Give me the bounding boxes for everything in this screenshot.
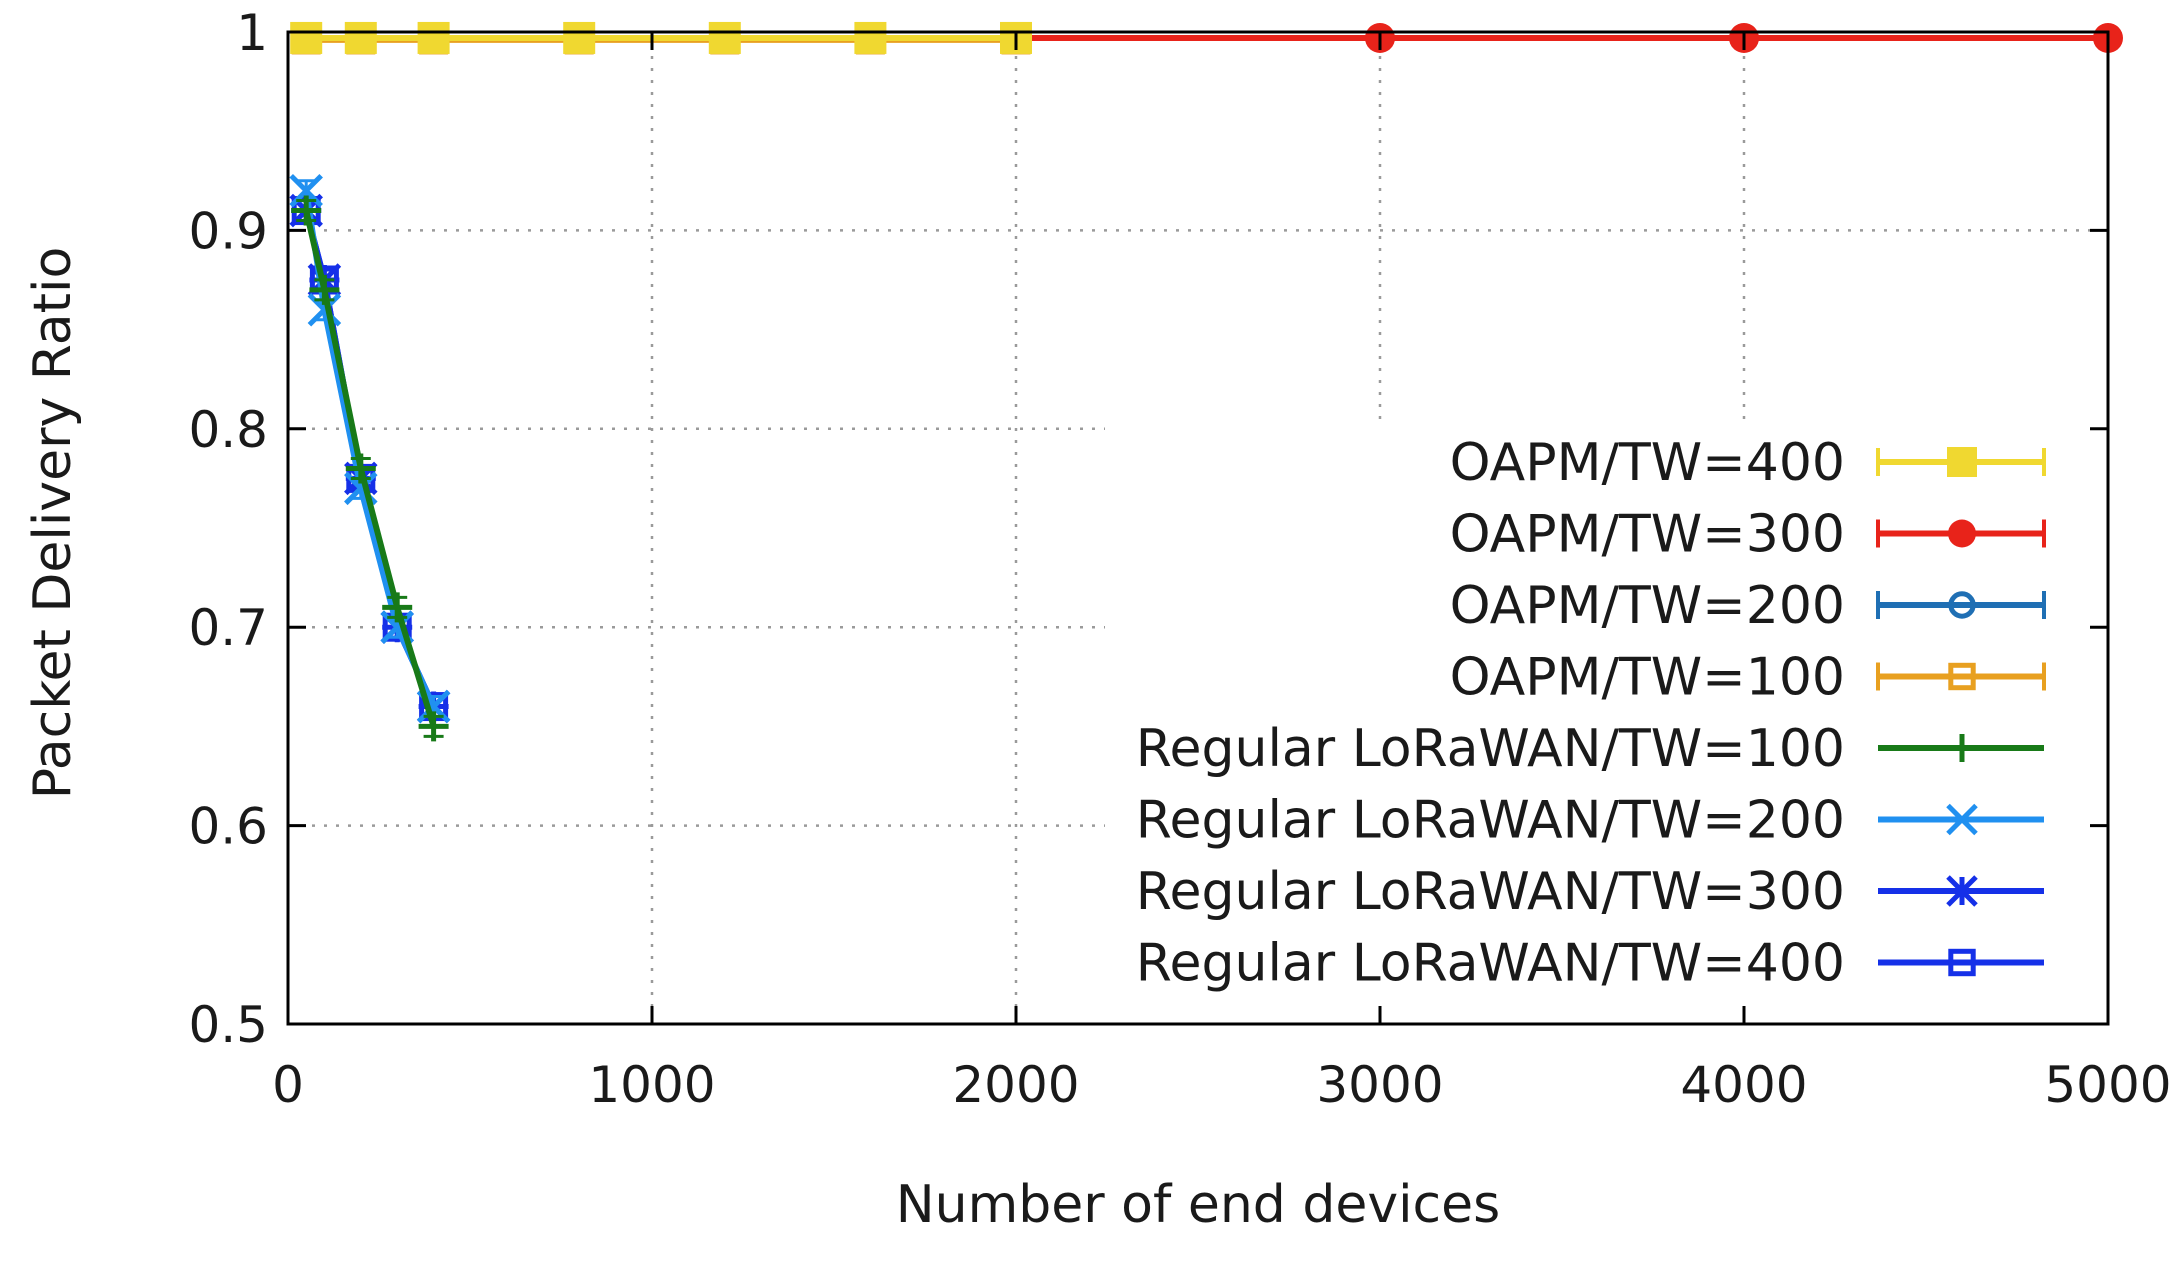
legend-errorbar bbox=[1876, 519, 2046, 548]
x-axis-label: Number of end devices bbox=[896, 1175, 1500, 1235]
data-point bbox=[417, 21, 450, 54]
y-tick-label: 0.7 bbox=[188, 599, 268, 657]
tick-labels: 0.5 0.6 0.7 0.8 0.9 1 0 1000 2000 3000 4000 5000 bbox=[188, 4, 2171, 1114]
legend-marker bbox=[1946, 803, 1978, 836]
legend-label: OAPM/TW=300 bbox=[1450, 505, 1845, 565]
legend-entry: OAPM/TW=100 bbox=[1450, 648, 2046, 708]
legend-label: Regular LoRaWAN/TW=400 bbox=[1136, 934, 1845, 994]
legend-marker bbox=[1948, 734, 1976, 762]
data-point bbox=[290, 21, 323, 54]
legend-entry: Regular LoRaWAN/TW=100 bbox=[1136, 719, 2044, 779]
legend-entry: OAPM/TW=300 bbox=[1450, 505, 2046, 565]
legend-errorbar bbox=[1876, 591, 2046, 619]
data-point bbox=[418, 711, 449, 742]
data-point bbox=[382, 592, 413, 623]
x-tick-label: 1000 bbox=[588, 1056, 715, 1114]
plot-frame bbox=[286, 30, 2110, 1026]
data-point bbox=[708, 21, 741, 54]
legend-entry: Regular LoRaWAN/TW=200 bbox=[1136, 791, 2044, 851]
legend-label: Regular LoRaWAN/TW=100 bbox=[1136, 719, 1845, 779]
series-1 bbox=[290, 21, 1032, 54]
series-5 bbox=[291, 195, 449, 742]
legend-marker bbox=[1948, 519, 1976, 548]
grid-lines bbox=[288, 32, 2108, 1024]
legend-marker bbox=[1947, 447, 1977, 477]
legend-errorbar bbox=[1876, 662, 2046, 691]
data-point bbox=[345, 453, 376, 484]
x-tick-label: 4000 bbox=[1680, 1056, 1807, 1114]
data-point bbox=[344, 21, 377, 54]
legend-marker bbox=[1948, 591, 1976, 619]
legend-label: Regular LoRaWAN/TW=300 bbox=[1136, 862, 1845, 922]
data-point bbox=[291, 195, 322, 226]
y-tick-label: 0.6 bbox=[188, 798, 268, 856]
legend-entry: Regular LoRaWAN/TW=400 bbox=[1136, 934, 2044, 994]
x-tick-label: 5000 bbox=[2044, 1056, 2171, 1114]
legend-label: OAPM/TW=200 bbox=[1450, 576, 1845, 636]
x-tick-label: 0 bbox=[272, 1056, 304, 1114]
legend: OAPM/TW=400 OAPM/TW=300 OAPM/TW=200 OAPM/TW… bbox=[1136, 433, 2046, 994]
y-tick-label: 0.5 bbox=[188, 996, 268, 1054]
legend-marker bbox=[1948, 948, 1976, 977]
legend-label: OAPM/TW=100 bbox=[1450, 648, 1845, 708]
data-point bbox=[309, 274, 340, 305]
data-point bbox=[563, 21, 596, 54]
x-tick-label: 2000 bbox=[952, 1056, 1079, 1114]
data-point bbox=[854, 21, 887, 54]
axis-ticks bbox=[286, 30, 2110, 1026]
legend-entry: OAPM/TW=200 bbox=[1450, 576, 2046, 636]
legend-entry: Regular LoRaWAN/TW=300 bbox=[1136, 862, 2044, 922]
series-layer bbox=[289, 21, 2123, 742]
x-tick-label: 3000 bbox=[1316, 1056, 1443, 1114]
legend-marker bbox=[1948, 662, 1976, 691]
legend-entry: OAPM/TW=400 bbox=[1450, 433, 2046, 493]
legend-marker bbox=[1946, 875, 1978, 907]
y-tick-label: 1 bbox=[236, 4, 268, 62]
y-tick-label: 0.8 bbox=[188, 401, 268, 459]
legend-label: OAPM/TW=400 bbox=[1450, 433, 1845, 493]
legend-label: Regular LoRaWAN/TW=200 bbox=[1136, 791, 1845, 851]
y-axis-label: Packet Delivery Ratio bbox=[23, 247, 83, 800]
y-tick-label: 0.9 bbox=[188, 202, 268, 260]
legend-errorbar bbox=[1876, 448, 2046, 476]
